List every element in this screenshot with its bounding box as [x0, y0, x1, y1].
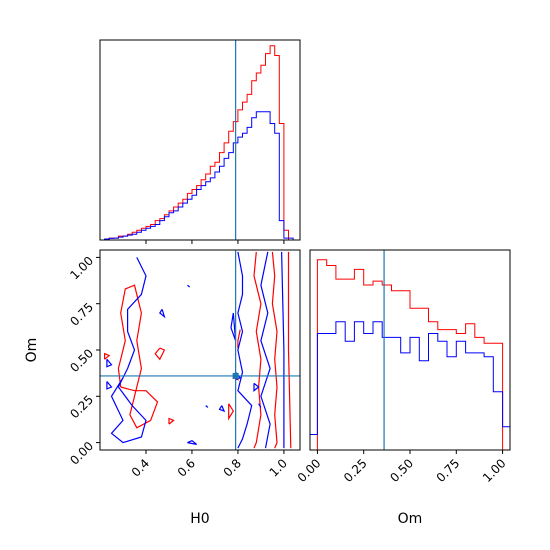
h0-axis-label: H0 — [190, 511, 209, 527]
contour-series-1-level-14 — [187, 440, 197, 445]
om-histogram-series-1 — [309, 321, 511, 450]
axes-frame — [99, 249, 301, 451]
contour-series-0-level-3 — [117, 284, 159, 429]
contour-series-0-level-0 — [253, 251, 262, 449]
contour-series-1-level-5 — [106, 358, 113, 368]
truth-marker — [232, 372, 239, 379]
contour-lines — [104, 251, 292, 449]
contour-series-1-level-7 — [159, 308, 166, 319]
om-axis-label: Om — [24, 338, 40, 363]
contour-series-0-level-5 — [154, 347, 166, 361]
h0-marginal-histogram-panel — [99, 39, 301, 244]
contour-series-1-level-2 — [260, 251, 271, 449]
contour-series-1-level-0 — [110, 257, 147, 444]
contour-series-1-level-4 — [230, 312, 237, 341]
om-marginal-axis-label: Om — [398, 511, 423, 527]
contour-series-1-level-6 — [106, 381, 113, 390]
contour-series-1-level-3 — [281, 251, 285, 449]
contour-series-1-level-10 — [218, 405, 226, 413]
contour-series-1-level-9 — [205, 405, 209, 408]
contour-series-0-level-6 — [168, 417, 175, 425]
axes-frame — [309, 249, 511, 451]
contour-series-0-level-2 — [287, 251, 292, 449]
contour-series-1-level-8 — [187, 284, 191, 288]
contour-series-0-level-4 — [104, 352, 111, 360]
contour-series-1-level-1 — [237, 251, 253, 449]
contour-series-0-level-7 — [228, 403, 235, 421]
contour-series-0-level-1 — [271, 251, 278, 449]
om-histogram-series-0 — [310, 259, 510, 451]
h0-histogram-series-1 — [100, 111, 298, 241]
contour-series-1-level-12 — [253, 382, 260, 392]
contour-series-1-level-13 — [258, 403, 262, 408]
contour-series-0-level-8 — [237, 329, 241, 349]
axes-frame — [99, 39, 301, 241]
